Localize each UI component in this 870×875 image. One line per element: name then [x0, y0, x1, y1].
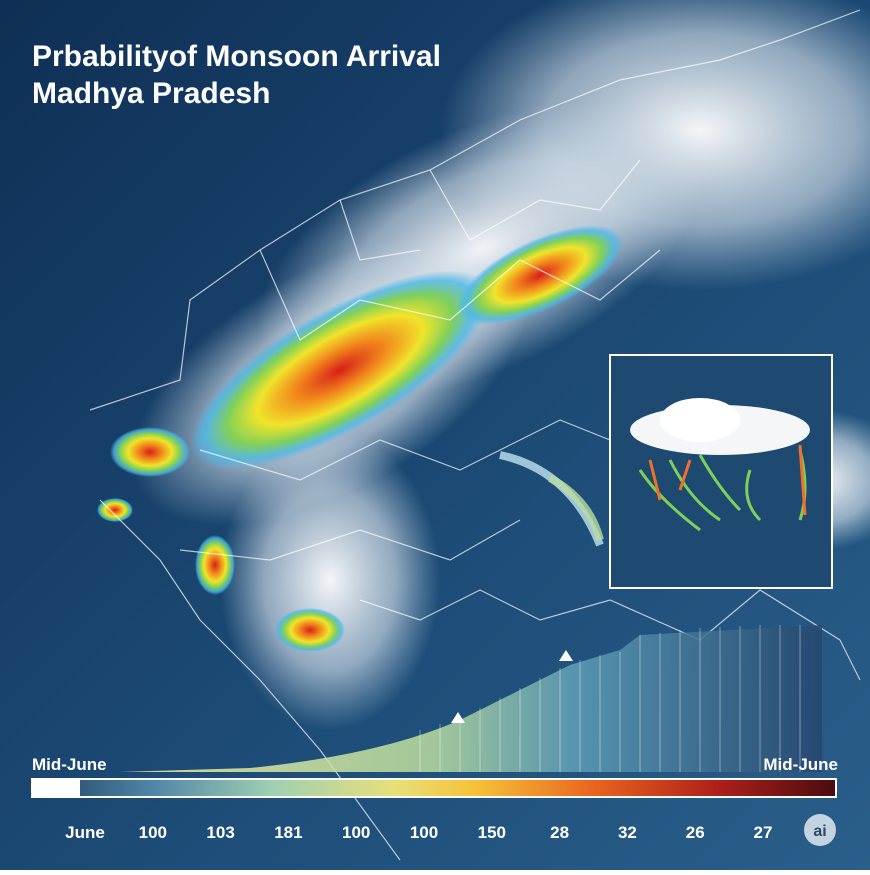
badge-bg: [804, 814, 836, 846]
subtitle: Madhya Pradesh: [32, 77, 270, 110]
tick-label: 26: [686, 823, 705, 842]
tick-label: 181: [274, 823, 302, 842]
tick-label: 150: [478, 823, 506, 842]
badge: ai: [813, 823, 826, 840]
legend-left-label: Mid-June: [32, 755, 107, 774]
color-scale-start: [33, 780, 80, 796]
tick-label: 32: [618, 823, 637, 842]
tick-label: 27: [754, 823, 773, 842]
probability-profile: [120, 625, 822, 772]
rainfall: [97, 225, 623, 652]
arrow: [548, 474, 604, 542]
color-scale: [31, 778, 837, 798]
tick-label: 100: [342, 823, 370, 842]
inset: [609, 354, 833, 589]
tick-label: June: [65, 823, 105, 842]
tick-labels: June 100 103 181 100 100 150 28 32 26 27: [65, 823, 772, 842]
tick-label: 28: [550, 823, 569, 842]
legend-right-label: Mid-June: [763, 755, 838, 774]
tick-label: 100: [139, 823, 167, 842]
tick-label: 103: [206, 823, 234, 842]
tick-label: 100: [410, 823, 438, 842]
title: Prbabilityof Monsoon Arrival: [32, 40, 441, 73]
